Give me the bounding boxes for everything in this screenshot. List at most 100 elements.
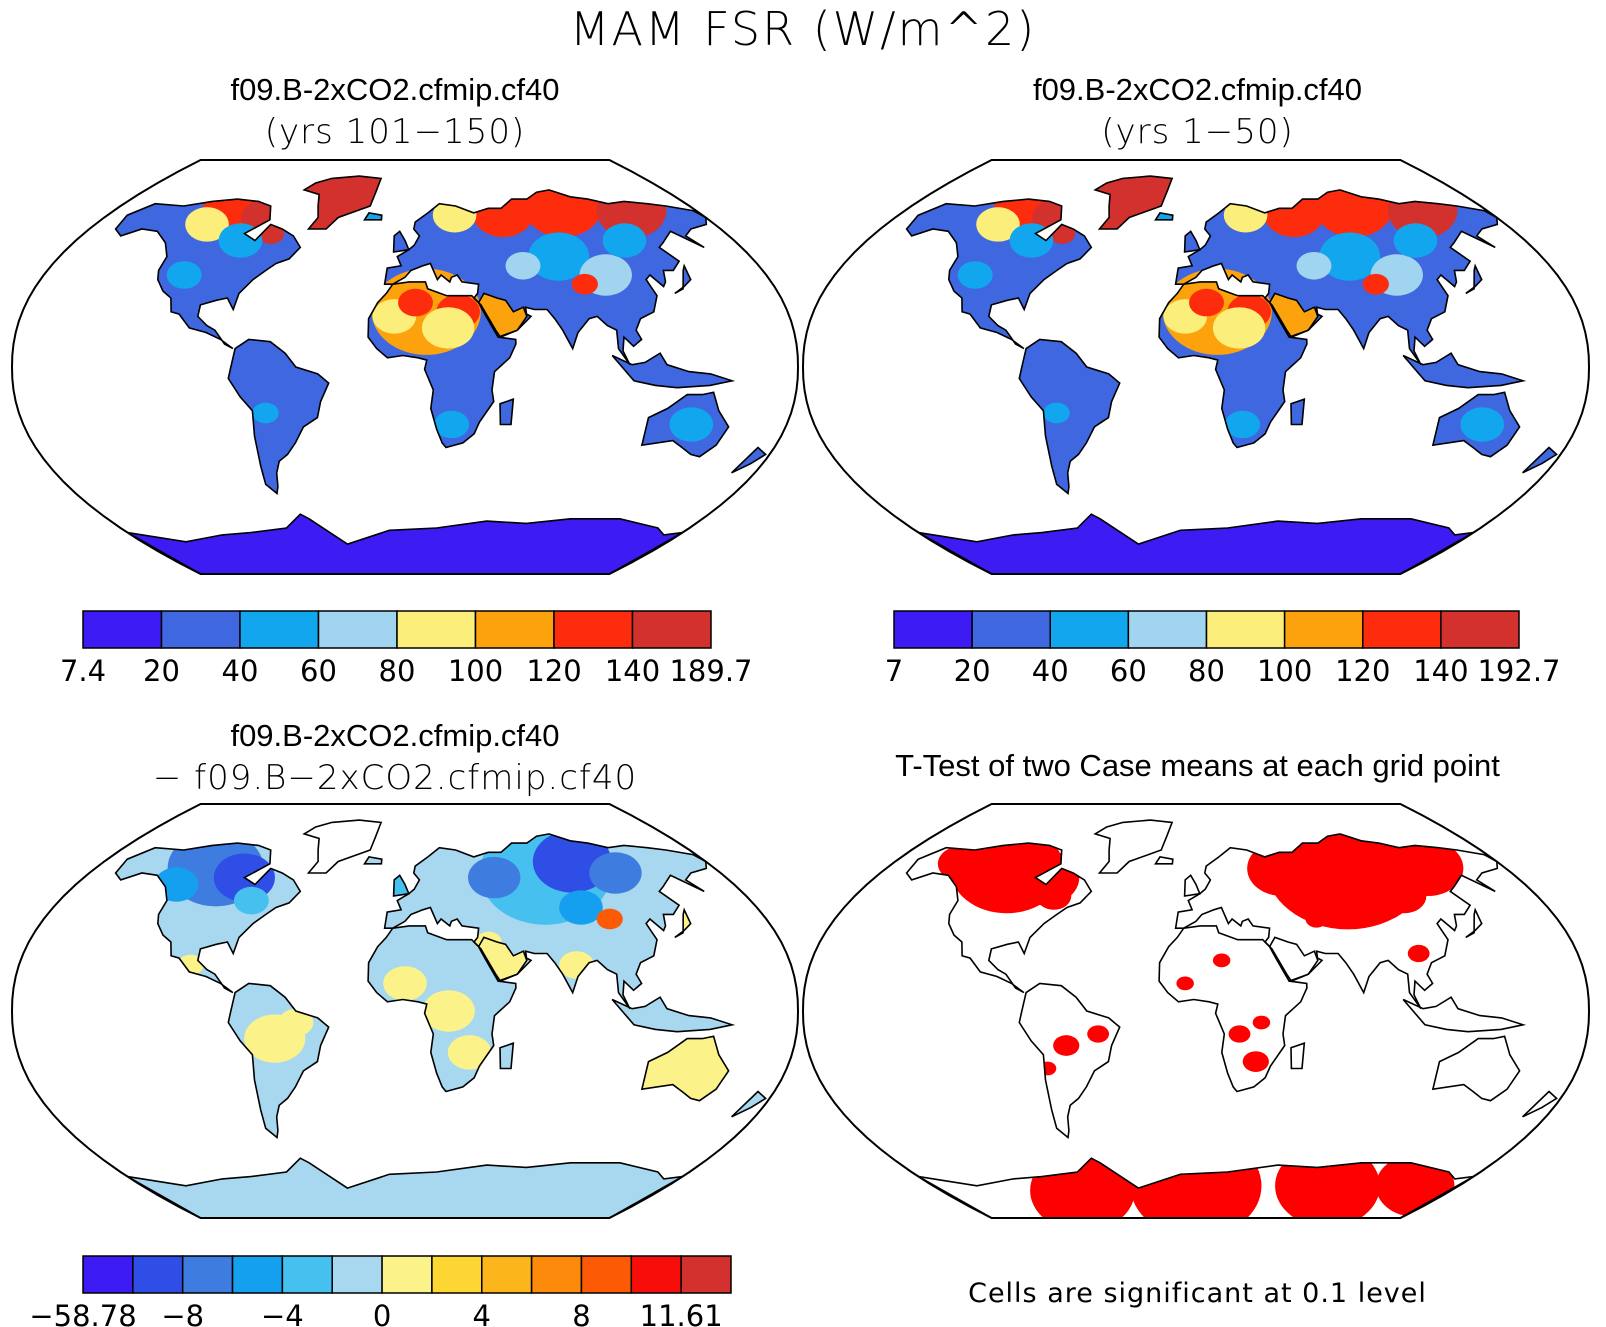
coastline: [363, 856, 383, 865]
field-region: [1036, 882, 1072, 910]
field-region: [1407, 944, 1430, 963]
land-newZealand: [1522, 447, 1557, 473]
colorbar-tick-label: 11.61: [640, 1299, 723, 1327]
field-region: [1319, 232, 1381, 281]
coastline: [1154, 856, 1174, 865]
coastline: [114, 198, 302, 350]
colorbar-swatch: [530, 1255, 583, 1294]
field-region: [383, 966, 427, 1001]
coastline: [611, 352, 736, 389]
panel4-significance-note: Cells are significant at 0.1 level: [968, 1278, 1427, 1309]
land-indonesia: [612, 997, 733, 1032]
field-region: [166, 261, 202, 289]
coastline: [905, 198, 1093, 350]
field-region: [976, 207, 1020, 242]
colorbar-swatch: [893, 610, 973, 649]
colorbar-swatch: [630, 1255, 682, 1294]
colorbar-swatch: [160, 610, 241, 649]
field-region: [1087, 1025, 1110, 1043]
coastline: [640, 1035, 730, 1102]
coastline: [611, 996, 736, 1033]
field-region: [1228, 1025, 1251, 1043]
colorbar-swatch: [481, 1255, 533, 1294]
field-region: [571, 273, 598, 295]
coastline: [1174, 189, 1499, 366]
panel1-colorbar: 7.4 20 40 60 80 100 120 140 189.7: [60, 610, 753, 688]
coastline: [302, 175, 383, 230]
colorbar-swatch: [132, 1255, 184, 1294]
field-region: [475, 931, 502, 953]
colorbar-tick-label: 120: [1335, 654, 1390, 688]
coastline: [477, 936, 528, 983]
coastline: [127, 513, 683, 574]
land-antarctica: [127, 514, 683, 574]
colorbar-swatch: [553, 610, 634, 649]
colorbar-tick-label: 100: [448, 654, 503, 688]
land-southAmerica: [228, 339, 329, 494]
land-madagascar: [1291, 1043, 1305, 1069]
coastline: [302, 819, 383, 874]
coastline: [227, 338, 330, 496]
field-region: [1212, 953, 1231, 968]
colorbar-tick-label: 20: [143, 654, 180, 688]
field-region: [278, 1008, 314, 1037]
colorbar-swatch: [82, 1255, 134, 1294]
land-madagascar: [1291, 399, 1305, 425]
colorbar-swatch: [580, 1255, 633, 1294]
coastline: [731, 1090, 767, 1118]
land-newZealand: [731, 1091, 766, 1117]
land-greenland: [304, 176, 382, 229]
field-region: [1176, 976, 1194, 991]
colorbar-tick-label: 192.7: [1477, 654, 1560, 688]
colorbar-swatch: [231, 1255, 284, 1294]
field-region: [1460, 407, 1505, 442]
colorbar-swatch: [1205, 610, 1286, 649]
colorbar-swatch: [431, 1255, 483, 1294]
field-region: [937, 846, 982, 882]
land-arabia: [1269, 937, 1318, 982]
land-australia: [641, 1036, 729, 1101]
coastline: [477, 292, 528, 339]
land-madagascar: [500, 399, 514, 425]
colorbar-swatch: [680, 1255, 732, 1294]
field-region: [1362, 273, 1389, 295]
coastline: [918, 1157, 1474, 1218]
coastline: [1018, 338, 1121, 496]
land-uk: [1184, 231, 1200, 252]
coastline: [905, 842, 1093, 994]
colorbar-tick-label: 7.4: [60, 654, 106, 688]
colorbar-tick-label: 7: [885, 654, 903, 688]
colorbar-tick-label: 20: [954, 654, 991, 688]
land-southAmerica: [1019, 983, 1120, 1138]
land-indonesia: [612, 353, 733, 388]
field-region: [1305, 910, 1328, 928]
map-border: [801, 159, 1591, 575]
coastline: [1290, 398, 1306, 426]
field-region: [1393, 223, 1438, 258]
colorbar-swatch: [317, 610, 398, 649]
colorbar-swatch: [281, 1255, 333, 1294]
land-australia: [1432, 1036, 1520, 1101]
land-uk: [393, 875, 409, 896]
field-region: [233, 886, 269, 915]
colorbar-tick-label: 140: [605, 654, 660, 688]
colorbar-tick-label: 8: [572, 1299, 590, 1327]
field-region: [398, 288, 433, 317]
coastline: [918, 513, 1474, 574]
colorbar-tick-label: 40: [1032, 654, 1069, 688]
map-border: [10, 159, 800, 575]
coastline: [499, 398, 515, 426]
coastline: [1431, 391, 1521, 458]
coastline: [1018, 982, 1121, 1140]
field-region: [252, 402, 279, 424]
colorbar-swatch: [1283, 610, 1364, 649]
land-indonesia: [1403, 353, 1524, 388]
panel2-map: [801, 159, 1591, 575]
land-greenland: [1095, 820, 1173, 873]
colorbar-swatch: [474, 610, 555, 649]
field-region: [468, 856, 521, 899]
colorbar-tick-label: 140: [1413, 654, 1468, 688]
coastline: [114, 842, 302, 994]
land-africa: [1159, 925, 1307, 1092]
field-region: [1212, 307, 1266, 349]
